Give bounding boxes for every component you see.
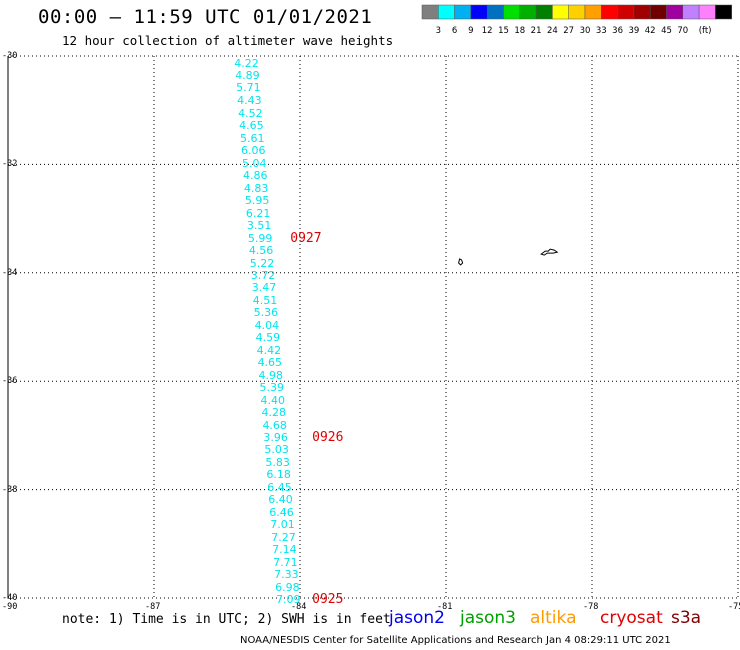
colorbar-label: 33 [595,26,607,36]
lon-tick-label: -81 [437,602,453,612]
lon-tick-label: -84 [291,602,307,612]
swh-value-label: 4.43 [237,94,262,108]
colorbar-label: 70 [677,26,689,36]
pass-time-label: 0926 [312,430,344,446]
footer-note: note: 1) Time is in UTC; 2) SWH is in fe… [62,612,391,627]
swh-value-label: 7.01 [270,518,295,532]
swh-value-label: 7.09 [276,593,301,607]
satellite-legend-item: jason3 [460,608,516,628]
page-title: 00:00 – 11:59 UTC 01/01/2021 [38,6,373,28]
swh-value-label: 6.46 [269,505,294,519]
colorbar-label: 42 [644,26,656,36]
pass-time-label: 0927 [290,231,322,247]
swh-value-label: 5.39 [259,381,285,395]
colorbar-label: 45 [661,26,672,36]
page-subtitle: 12 hour collection of altimeter wave hei… [62,33,394,48]
swh-value-label: 6.06 [241,144,266,158]
lat-tick-label: -36 [2,376,18,387]
island-outline [458,258,464,266]
swh-value-label: 4.65 [257,356,283,370]
swh-value-label: 4.52 [238,106,263,120]
lat-tick-label: -40 [2,593,18,603]
swh-value-label: 5.61 [240,131,265,145]
swh-value-label: 3.51 [246,219,272,233]
satellite-legend-item: s3a [671,608,702,628]
swh-value-label: 4.40 [260,393,285,407]
swh-value-label: 4.68 [262,418,287,432]
swh-value-label: 4.42 [256,343,282,357]
swh-value-label: 4.56 [248,244,274,258]
lon-tick-label: -78 [583,602,599,612]
swh-value-label: 4.51 [252,293,278,307]
swh-value-label: 4.04 [254,318,280,332]
lon-tick-label: -87 [145,602,161,612]
swh-value-label: 7.71 [273,555,298,569]
swh-value-label: 5.22 [249,256,275,270]
satellite-legend-item: cryosat [600,608,663,628]
colorbar-label: 6 [451,26,458,36]
swh-value-label: 4.59 [255,331,281,345]
lat-tick-label: -38 [2,484,18,495]
swh-value-label: 5.04 [242,156,267,170]
pass-time-label: 0925 [312,591,344,607]
swh-value-label: 7.27 [271,530,296,544]
swh-value-label: 4.83 [243,181,269,195]
swh-value-label: 3.72 [250,268,276,282]
footer-credit: NOAA/NESDIS Center for Satellite Applica… [240,635,671,646]
lat-tick-label: -32 [2,159,18,170]
colorbar-label: 30 [579,26,591,36]
island-outline [540,248,559,256]
colorbar-label: 15 [498,26,509,36]
swh-value-label: 3.47 [251,281,277,295]
colorbar-unit: (ft) [698,26,712,36]
swh-value-label: 5.83 [265,455,290,469]
colorbar-label: 27 [563,26,575,36]
swh-value-label: 6.40 [268,493,293,507]
swh-value-label: 6.45 [267,480,292,494]
lat-tick-label: -30 [2,51,18,61]
swh-value-label: 6.21 [245,206,271,220]
swh-value-label: 4.65 [239,119,264,133]
satellite-legend-item: jason2 [389,608,445,628]
swh-value-label: 6.18 [266,468,291,482]
lon-tick-label: -90 [2,602,18,612]
lat-tick-label: -34 [2,267,18,278]
satellite-legend-item: altika [530,608,577,628]
swh-value-label: 4.28 [261,406,286,420]
color-legend: 3 6 9 12 15 18 21 24 27 30 33 36 39 42 45 70 (ft) [421,4,740,42]
colorbar-label: 12 [481,26,493,36]
swh-value-label: 4.89 [235,68,260,82]
swh-value-label: 6.98 [275,580,300,594]
colorbar-label: 9 [468,26,474,36]
color-legend-swatches [421,4,732,20]
lon-tick-label: -75 [728,602,740,612]
colorbar-label: 36 [612,26,624,36]
colorbar-label: 18 [514,26,526,36]
colorbar-label: 39 [628,26,640,36]
swh-value-label: 5.71 [236,81,261,95]
swh-value-label: 4.86 [242,169,268,183]
swh-value-label: 7.14 [272,543,297,557]
swh-value-label: 5.03 [264,443,289,457]
swh-value-label: 5.95 [244,194,270,208]
swh-value-label: 3.96 [263,431,288,445]
swh-value-label: 5.99 [247,231,273,245]
swh-value-label: 4.22 [234,56,259,70]
swh-value-label: 5.36 [253,306,279,320]
swh-value-label: 4.98 [258,368,284,382]
colorbar-label: 24 [546,26,558,36]
swh-value-label: 7.33 [274,568,299,582]
colorbar-label: 21 [530,26,542,36]
colorbar-label: 3 [435,26,442,36]
colorbar-swatch [715,4,732,20]
